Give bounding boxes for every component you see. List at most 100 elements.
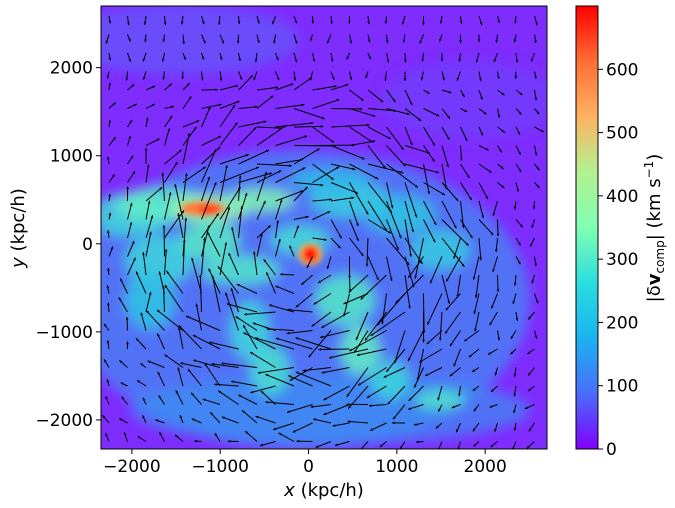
- quiver-arrow: [478, 237, 482, 261]
- quiver-arrowhead: [313, 301, 317, 305]
- quiver-arrowhead: [365, 211, 369, 215]
- quiver-arrow: [238, 120, 267, 128]
- quiver-arrowhead: [227, 440, 231, 443]
- quiver-arrowhead: [419, 40, 422, 44]
- quiver-arrowhead: [164, 284, 168, 288]
- quiver-arrowhead: [320, 125, 324, 128]
- quiver-arrowhead: [343, 301, 347, 305]
- quiver-arrowhead: [136, 271, 139, 275]
- quiver-arrow: [145, 164, 150, 183]
- quiver-arrowhead: [276, 77, 280, 81]
- quiver-arrowhead: [106, 379, 110, 383]
- quiver-arrow: [473, 256, 480, 280]
- quiver-arrowhead: [106, 340, 110, 344]
- quiver-arrowhead: [386, 369, 390, 372]
- quiver-arrow: [256, 86, 279, 91]
- quiver-arrowhead: [477, 39, 481, 43]
- quiver-arrowhead: [375, 176, 379, 180]
- quiver-arrowhead: [214, 433, 218, 437]
- quiver-arrowhead: [501, 185, 505, 189]
- quiver-arrow: [187, 368, 202, 387]
- quiver-arrowhead: [201, 21, 205, 25]
- quiver-arrowhead: [289, 245, 292, 249]
- quiver-arrowhead: [536, 167, 540, 171]
- quiver-arrowhead: [237, 21, 241, 24]
- colorbar-tick-label: 200: [606, 313, 638, 333]
- quiver-arrowhead: [404, 59, 407, 63]
- quiver-arrow: [217, 265, 239, 294]
- quiver-arrowhead: [384, 20, 388, 24]
- quiver-arrow: [201, 149, 217, 183]
- quiver-arrow: [208, 268, 221, 294]
- quiver-arrow: [313, 293, 332, 305]
- quiver-arrowhead: [531, 224, 534, 228]
- quiver-arrowhead: [360, 253, 364, 256]
- quiver-arrowhead: [490, 444, 494, 448]
- quiver-arrow: [238, 74, 254, 91]
- quiver-arrowhead: [295, 371, 299, 375]
- quiver-arrow: [206, 231, 221, 257]
- quiver-arrowhead: [485, 147, 489, 151]
- quiver-arrow: [256, 233, 263, 257]
- quiver-arrowhead: [406, 112, 410, 116]
- quiver-arrow: [231, 380, 258, 387]
- quiver-arrow: [201, 103, 222, 109]
- quiver-arrowhead: [142, 58, 146, 62]
- quiver-arrow: [313, 418, 332, 424]
- x-tick-label: 2000: [464, 457, 507, 477]
- quiver-arrow: [253, 251, 258, 276]
- quiver-arrowhead: [408, 275, 411, 279]
- quiver-arrow: [497, 274, 499, 293]
- quiver-arrowhead: [254, 59, 258, 63]
- quiver-arrow: [330, 145, 365, 160]
- quiver-arrowhead: [265, 149, 269, 153]
- quiver-arrowhead: [290, 83, 294, 86]
- quiver-arrowhead: [524, 406, 528, 409]
- quiver-arrowhead: [260, 390, 264, 394]
- quiver-arrowhead: [480, 132, 483, 136]
- quiver-arrowhead: [515, 59, 519, 63]
- quiver-arrow: [275, 220, 279, 239]
- quiver-arrow: [145, 291, 152, 313]
- quiver-arrowhead: [123, 432, 127, 436]
- quiver-arrowhead: [245, 154, 249, 157]
- quiver-arrowhead: [331, 139, 335, 143]
- quiver-arrow: [219, 206, 231, 239]
- quiver-arrow: [347, 420, 369, 424]
- quiver-arrow: [164, 192, 172, 220]
- quiver-arrow: [423, 163, 430, 195]
- quiver-arrowhead: [162, 76, 165, 80]
- quiver-arrow: [449, 330, 461, 347]
- quiver-arrowhead: [168, 192, 172, 196]
- quiver-arrowhead: [278, 432, 282, 436]
- quiver-arrowhead: [196, 120, 200, 123]
- quiver-arrowhead: [517, 261, 521, 265]
- quiver-arrowhead: [186, 83, 190, 87]
- quiver-arrowhead: [177, 367, 180, 371]
- quiver-arrowhead: [531, 280, 534, 284]
- quiver-arrow: [441, 163, 448, 190]
- quiver-arrow: [275, 199, 283, 220]
- quiver-arrowhead: [289, 378, 293, 381]
- quiver-arrowhead: [137, 436, 141, 439]
- heat-ridge: [370, 360, 410, 400]
- quiver-arrowhead: [216, 213, 219, 217]
- quiver-arrow: [343, 293, 350, 317]
- quiver-arrowhead: [430, 280, 433, 284]
- quiver-arrowhead: [356, 223, 359, 227]
- quiver-arrow: [460, 219, 473, 239]
- quiver-arrowhead: [283, 125, 287, 128]
- quiver-arrowhead: [105, 433, 108, 437]
- quiver-arrow: [312, 99, 340, 109]
- quiver-arrow: [418, 348, 443, 363]
- quiver-arrow: [346, 367, 369, 398]
- quiver-arrowhead: [275, 86, 278, 89]
- quiver-arrowhead: [330, 21, 333, 24]
- quiver-arrowhead: [244, 192, 248, 196]
- quiver-arrowhead: [273, 40, 276, 44]
- quiver-arrow: [202, 398, 221, 405]
- quiver-arrow: [376, 293, 406, 326]
- quiver-arrowhead: [181, 210, 184, 214]
- quiver-arrowhead: [392, 99, 396, 103]
